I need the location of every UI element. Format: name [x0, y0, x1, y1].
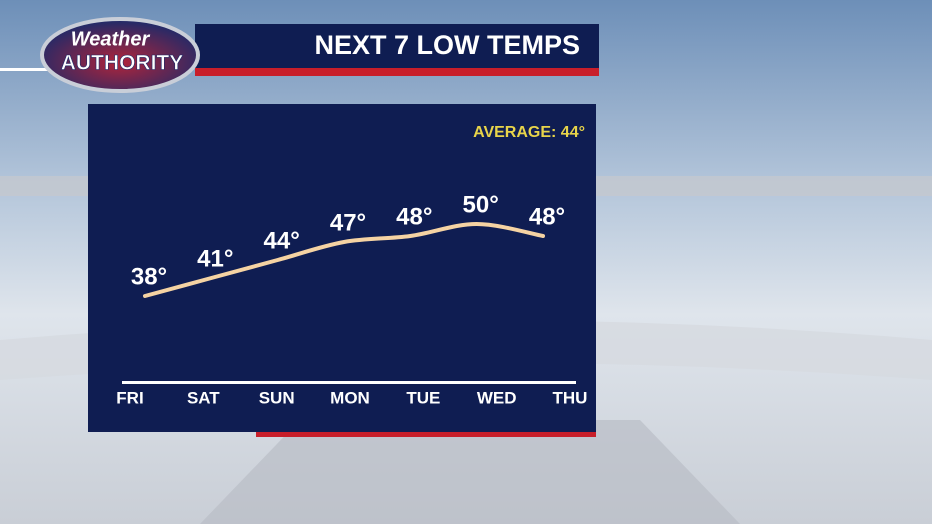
baseline [122, 381, 576, 384]
title-underline [195, 68, 599, 76]
x-tick-label: WED [477, 388, 517, 407]
temperature-line [143, 221, 545, 298]
accent-line [0, 68, 60, 71]
panel-underline [256, 432, 596, 437]
x-tick-label: TUE [406, 388, 440, 407]
value-label: 38° [131, 263, 167, 290]
chart-panel [88, 104, 596, 432]
logo [40, 17, 200, 93]
x-tick-label: MON [330, 388, 370, 407]
x-tick-label: THU [553, 388, 588, 407]
backdrop-shape [200, 420, 740, 524]
title-bar [195, 24, 599, 68]
value-label: 41° [197, 245, 233, 272]
value-label: 48° [529, 203, 565, 230]
value-label: 44° [264, 227, 300, 254]
chart-title: NEXT 7 LOW TEMPS [314, 30, 580, 60]
value-label: 48° [396, 203, 432, 230]
logo-text: AUTHORITY [61, 52, 184, 75]
logo-text: Weather [71, 28, 151, 50]
x-tick-label: FRI [116, 388, 143, 407]
value-label: 50° [463, 191, 499, 218]
x-tick-label: SAT [187, 388, 220, 407]
x-tick-label: SUN [259, 388, 295, 407]
annotation: AVERAGE: 44° [473, 124, 585, 141]
value-label: 47° [330, 209, 366, 236]
